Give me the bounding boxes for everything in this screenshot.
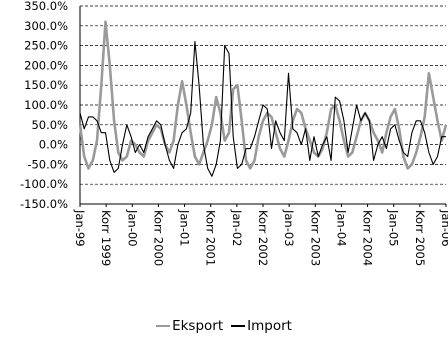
x-axis-tick-labels: Jan-99 Korr 1999 Jan-00 Korr 2000 Jan-01 Korr… xyxy=(73,204,448,266)
y-tick-label: 0.0% xyxy=(39,138,68,152)
x-tick-label: Jan-04 xyxy=(334,209,348,247)
y-axis-tick-labels: 350.0% 300.0% 250.0% 200.0% 150.0% 100.0% 50.0… xyxy=(20,0,68,211)
x-tick-label: Jan-03 xyxy=(282,209,296,247)
x-tick-label: Korr 2001 xyxy=(204,210,218,266)
legend-label-import: Import xyxy=(247,318,292,334)
y-tick-label: 300.0% xyxy=(24,19,68,33)
legend-label-eksport: Eksport xyxy=(172,318,224,334)
legend-item-eksport: Eksport xyxy=(156,318,223,334)
y-tick-label: -50.0% xyxy=(27,157,68,171)
series-group xyxy=(78,20,448,177)
x-tick-label: Korr 2004 xyxy=(361,210,375,266)
legend-item-import: Import xyxy=(231,318,292,334)
series-line-eksport xyxy=(78,20,448,170)
y-tick-label: 100.0% xyxy=(24,98,68,112)
x-tick-label: Korr 2003 xyxy=(308,210,322,266)
legend: Eksport Import xyxy=(0,316,448,336)
x-tick-label: Jan-99 xyxy=(73,209,87,247)
x-tick-label: Jan-05 xyxy=(387,209,401,247)
x-tick-label: Jan-00 xyxy=(125,209,139,247)
x-tick-label: Korr 1999 xyxy=(99,210,113,266)
y-tick-label: 50.0% xyxy=(31,118,68,132)
x-tick-label: Korr 2002 xyxy=(256,210,270,266)
gridlines xyxy=(80,5,446,185)
y-tick-label: 200.0% xyxy=(24,58,68,72)
y-tick-label: -150.0% xyxy=(20,197,68,211)
y-tick-label: 150.0% xyxy=(24,78,68,92)
y-tick-label: 350.0% xyxy=(24,0,68,13)
x-tick-label: Korr 2000 xyxy=(151,210,165,266)
y-tick-label: 250.0% xyxy=(24,39,68,53)
x-tick-label: Jan-01 xyxy=(178,209,192,247)
legend-swatch-import xyxy=(231,325,246,327)
x-tick-label: Korr 2005 xyxy=(413,210,427,266)
series-line-import xyxy=(79,41,446,177)
legend-swatch-eksport xyxy=(156,325,171,327)
x-tick-label: Jan-06 xyxy=(439,209,448,247)
x-tick-label: Jan-02 xyxy=(230,209,244,247)
y-tick-label: -100.0% xyxy=(20,177,68,191)
